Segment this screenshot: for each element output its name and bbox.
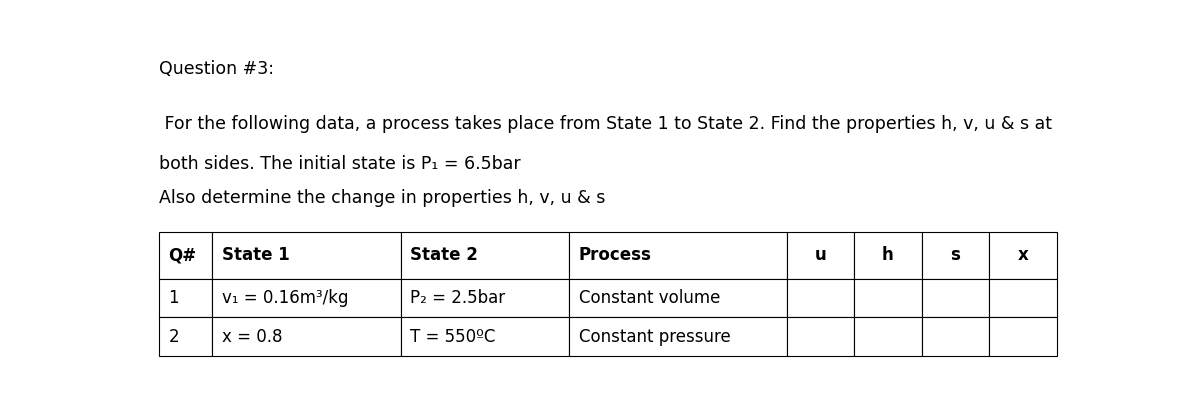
- Text: Q#: Q#: [168, 246, 197, 264]
- Text: 1: 1: [168, 289, 179, 307]
- Bar: [401, 279, 570, 318]
- Text: State 2: State 2: [410, 246, 478, 264]
- Bar: [989, 232, 1057, 279]
- Text: s: s: [950, 246, 960, 264]
- Text: Question #3:: Question #3:: [160, 60, 275, 78]
- Text: u: u: [815, 246, 826, 264]
- Text: P₂ = 2.5bar: P₂ = 2.5bar: [410, 289, 505, 307]
- Bar: [786, 232, 854, 279]
- Text: v₁ = 0.16m³/kg: v₁ = 0.16m³/kg: [222, 289, 348, 307]
- Bar: [854, 232, 922, 279]
- Text: both sides. The initial state is P₁ = 6.5bar: both sides. The initial state is P₁ = 6.…: [160, 155, 521, 173]
- Text: Constant pressure: Constant pressure: [578, 328, 731, 345]
- Text: For the following data, a process takes place from State 1 to State 2. Find the : For the following data, a process takes …: [160, 115, 1052, 133]
- Text: 2: 2: [168, 328, 179, 345]
- Text: State 1: State 1: [222, 246, 289, 264]
- Bar: [922, 279, 989, 318]
- Bar: [922, 232, 989, 279]
- Bar: [989, 279, 1057, 318]
- Text: Process: Process: [578, 246, 652, 264]
- Bar: [401, 232, 570, 279]
- Bar: [212, 279, 401, 318]
- Bar: [212, 232, 401, 279]
- Bar: [570, 232, 786, 279]
- Bar: [989, 318, 1057, 356]
- Bar: [854, 318, 922, 356]
- Bar: [570, 318, 786, 356]
- Bar: [786, 318, 854, 356]
- Text: h: h: [882, 246, 894, 264]
- Bar: [160, 232, 212, 279]
- Text: T = 550ºC: T = 550ºC: [410, 328, 496, 345]
- Bar: [786, 279, 854, 318]
- Bar: [212, 318, 401, 356]
- Bar: [922, 318, 989, 356]
- Text: Constant volume: Constant volume: [578, 289, 720, 307]
- Bar: [854, 279, 922, 318]
- Bar: [570, 279, 786, 318]
- Text: Also determine the change in properties h, v, u & s: Also determine the change in properties …: [160, 189, 606, 207]
- Bar: [401, 318, 570, 356]
- Bar: [160, 318, 212, 356]
- Text: x: x: [1018, 246, 1028, 264]
- Text: x = 0.8: x = 0.8: [222, 328, 282, 345]
- Bar: [160, 279, 212, 318]
